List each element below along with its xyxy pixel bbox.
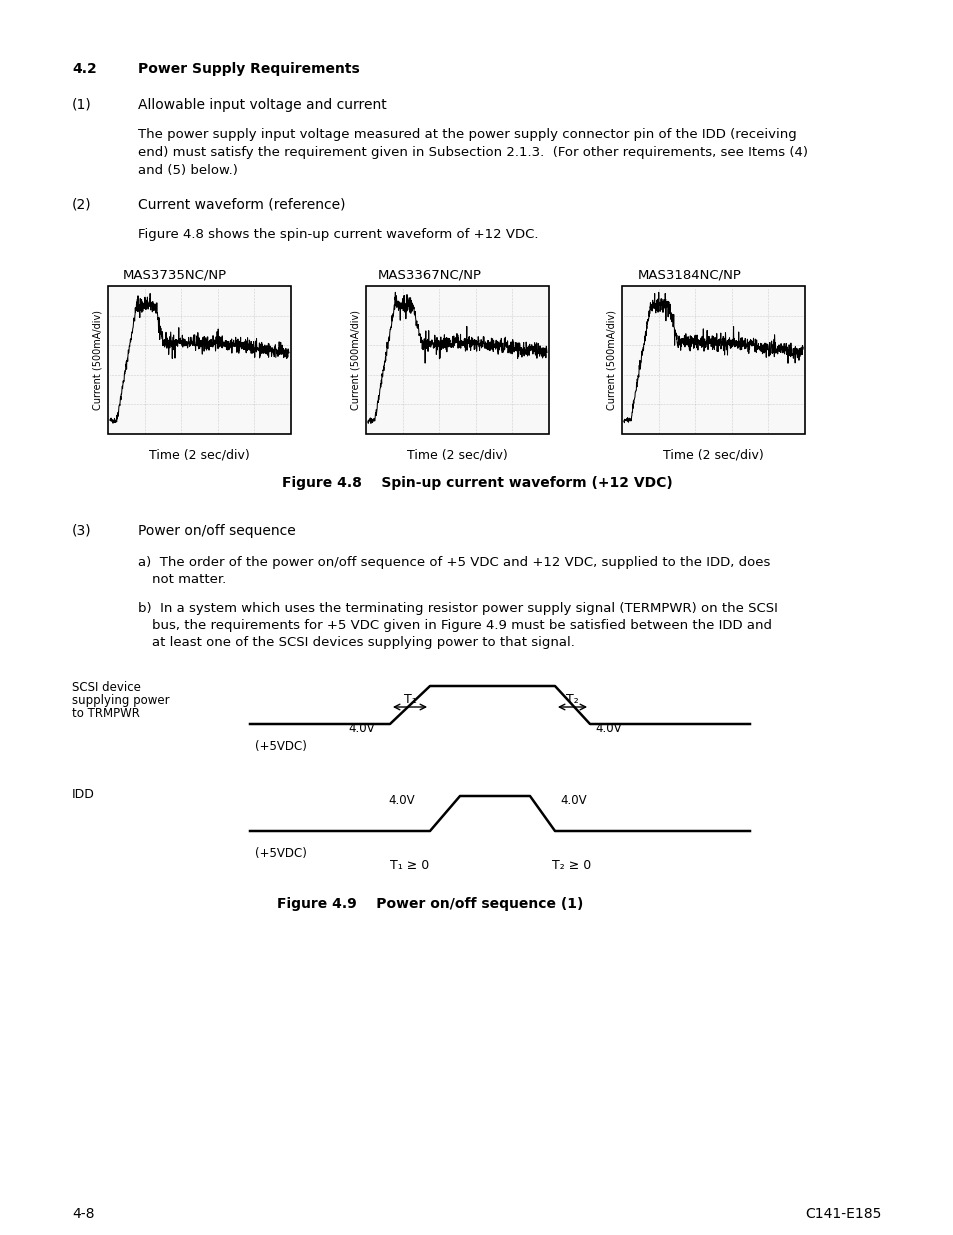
Text: 4.0V: 4.0V xyxy=(388,794,415,806)
Text: Current (500mA/div): Current (500mA/div) xyxy=(351,310,360,410)
Text: bus, the requirements for +5 VDC given in Figure 4.9 must be satisfied between t: bus, the requirements for +5 VDC given i… xyxy=(152,619,771,632)
Text: (+5VDC): (+5VDC) xyxy=(254,847,307,860)
Text: Time (2 sec/div): Time (2 sec/div) xyxy=(149,448,249,461)
Text: IDD: IDD xyxy=(71,788,94,802)
Text: C141-E185: C141-E185 xyxy=(804,1207,882,1221)
Text: 4.2: 4.2 xyxy=(71,62,96,77)
Text: SCSI device: SCSI device xyxy=(71,680,141,694)
Text: 4-8: 4-8 xyxy=(71,1207,94,1221)
Text: T₂ ≥ 0: T₂ ≥ 0 xyxy=(552,860,591,872)
Text: Time (2 sec/div): Time (2 sec/div) xyxy=(406,448,507,461)
Text: Power on/off sequence: Power on/off sequence xyxy=(138,524,295,538)
Text: Allowable input voltage and current: Allowable input voltage and current xyxy=(138,98,386,112)
Text: MAS3735NC/NP: MAS3735NC/NP xyxy=(123,268,227,282)
Text: (1): (1) xyxy=(71,98,91,112)
Text: Current (500mA/div): Current (500mA/div) xyxy=(606,310,617,410)
Text: Time (2 sec/div): Time (2 sec/div) xyxy=(662,448,762,461)
Text: supplying power: supplying power xyxy=(71,694,170,706)
Text: T₁ ≥ 0: T₁ ≥ 0 xyxy=(390,860,429,872)
Text: Current waveform (reference): Current waveform (reference) xyxy=(138,198,345,212)
Text: Figure 4.9    Power on/off sequence (1): Figure 4.9 Power on/off sequence (1) xyxy=(276,897,582,911)
Bar xyxy=(366,287,548,433)
Text: at least one of the SCSI devices supplying power to that signal.: at least one of the SCSI devices supplyi… xyxy=(152,636,575,650)
Text: MAS3367NC/NP: MAS3367NC/NP xyxy=(377,268,481,282)
Bar xyxy=(108,287,291,433)
Text: The power supply input voltage measured at the power supply connector pin of the: The power supply input voltage measured … xyxy=(138,128,796,141)
Text: not matter.: not matter. xyxy=(152,573,226,585)
Bar xyxy=(621,287,804,433)
Text: Figure 4.8 shows the spin-up current waveform of +12 VDC.: Figure 4.8 shows the spin-up current wav… xyxy=(138,228,537,241)
Text: T₂: T₂ xyxy=(565,693,578,706)
Text: to TRMPWR: to TRMPWR xyxy=(71,706,140,720)
Text: b)  In a system which uses the terminating resistor power supply signal (TERMPWR: b) In a system which uses the terminatin… xyxy=(138,601,777,615)
Text: Power Supply Requirements: Power Supply Requirements xyxy=(138,62,359,77)
Text: end) must satisfy the requirement given in Subsection 2.1.3.  (For other require: end) must satisfy the requirement given … xyxy=(138,146,807,159)
Text: MAS3184NC/NP: MAS3184NC/NP xyxy=(638,268,741,282)
Text: 4.0V: 4.0V xyxy=(595,722,621,735)
Text: a)  The order of the power on/off sequence of +5 VDC and +12 VDC, supplied to th: a) The order of the power on/off sequenc… xyxy=(138,556,770,569)
Text: Figure 4.8    Spin-up current waveform (+12 VDC): Figure 4.8 Spin-up current waveform (+12… xyxy=(281,475,672,490)
Text: T₁: T₁ xyxy=(403,693,416,706)
Text: (+5VDC): (+5VDC) xyxy=(254,740,307,753)
Text: (3): (3) xyxy=(71,524,91,538)
Text: Current (500mA/div): Current (500mA/div) xyxy=(92,310,103,410)
Text: 4.0V: 4.0V xyxy=(348,722,375,735)
Text: (2): (2) xyxy=(71,198,91,212)
Text: and (5) below.): and (5) below.) xyxy=(138,164,237,177)
Text: 4.0V: 4.0V xyxy=(559,794,586,806)
